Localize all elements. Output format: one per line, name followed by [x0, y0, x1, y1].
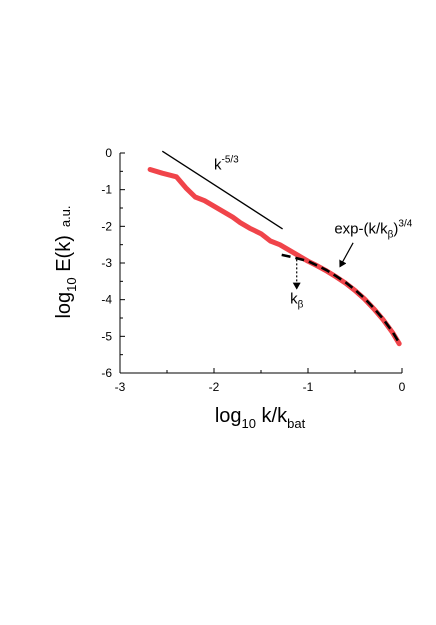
- x-axis-title-sub2: bat: [287, 416, 305, 431]
- x-axis-title-main: log: [215, 405, 242, 427]
- y-axis-title: log10 E(k) a.u.: [53, 205, 79, 318]
- y-tick-label-2: -2: [101, 219, 112, 233]
- y-tick-label-0: 0: [105, 146, 112, 160]
- x-tick-label-2: -1: [303, 380, 314, 394]
- y-tick-label-1: -1: [101, 183, 112, 197]
- x-tick-label-1: -2: [209, 380, 220, 394]
- y-tick-label-3: -3: [101, 256, 112, 270]
- x-axis-title: log10 k/kbat: [215, 405, 306, 431]
- series-exp-fit: [281, 253, 401, 344]
- exp-fit-arrow: [339, 242, 354, 268]
- svg-text:log10 E(k)a.u.: log10 E(k) a.u.: [53, 205, 79, 318]
- y-tick-label-5: -5: [101, 329, 112, 343]
- power-law-label: k-5/3: [214, 155, 239, 174]
- x-axis-title-rest: k/k: [256, 405, 288, 427]
- k-beta-label: kβ: [290, 290, 304, 310]
- x-tick-label-3: 0: [399, 380, 406, 394]
- y-axis-unit: a.u.: [58, 205, 73, 227]
- x-axis-title-sub: 10: [242, 416, 256, 431]
- x-tick-label-0: -3: [115, 380, 126, 394]
- y-axis-title-sub: 10: [64, 277, 79, 291]
- y-axis-title-main: log: [53, 292, 75, 319]
- y-axis-title-rest: E(k): [53, 235, 75, 277]
- series-power-law: [161, 150, 283, 230]
- exp-fit-label: exp-(k/kβ)3/4: [334, 219, 412, 241]
- series-spectrum: [147, 167, 402, 347]
- y-tick-label-4: -4: [101, 293, 112, 307]
- y-tick-label-6: -6: [101, 366, 112, 380]
